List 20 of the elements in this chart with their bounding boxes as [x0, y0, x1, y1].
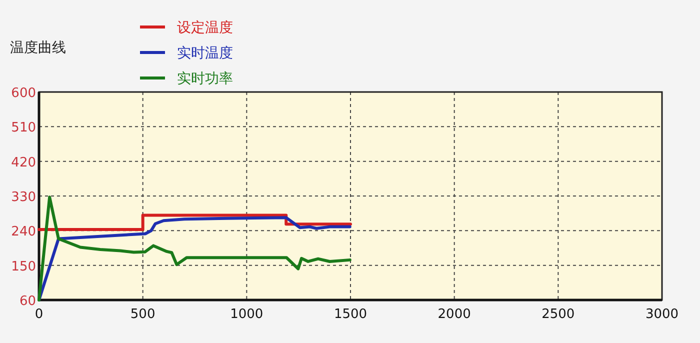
legend-label: 实时温度 — [177, 46, 233, 62]
line-series — [38, 216, 352, 302]
y-tick-label: 150 — [11, 259, 36, 274]
legend-label: 设定温度 — [177, 20, 233, 36]
x-tick-label: 2500 — [542, 307, 575, 322]
y-tick-label: 510 — [11, 120, 36, 136]
x-tick-label: 1500 — [334, 307, 368, 322]
y-tick-label: 240 — [11, 224, 36, 240]
line-series — [38, 196, 352, 302]
y-tick-label: 600 — [11, 86, 36, 101]
x-tick-label: 500 — [130, 307, 156, 322]
y-tick-label: 420 — [11, 155, 36, 170]
y-tick-label: 330 — [11, 190, 36, 205]
x-tick-label: 2000 — [438, 307, 471, 322]
legend-label: 实时功率 — [177, 71, 233, 87]
x-tick-label: 0 — [34, 307, 44, 322]
x-tick-label: 3000 — [645, 307, 679, 322]
y-tick-label: 60 — [19, 294, 36, 309]
x-tick-label: 1000 — [230, 307, 264, 322]
chart-title: 温度曲线 — [10, 40, 66, 56]
